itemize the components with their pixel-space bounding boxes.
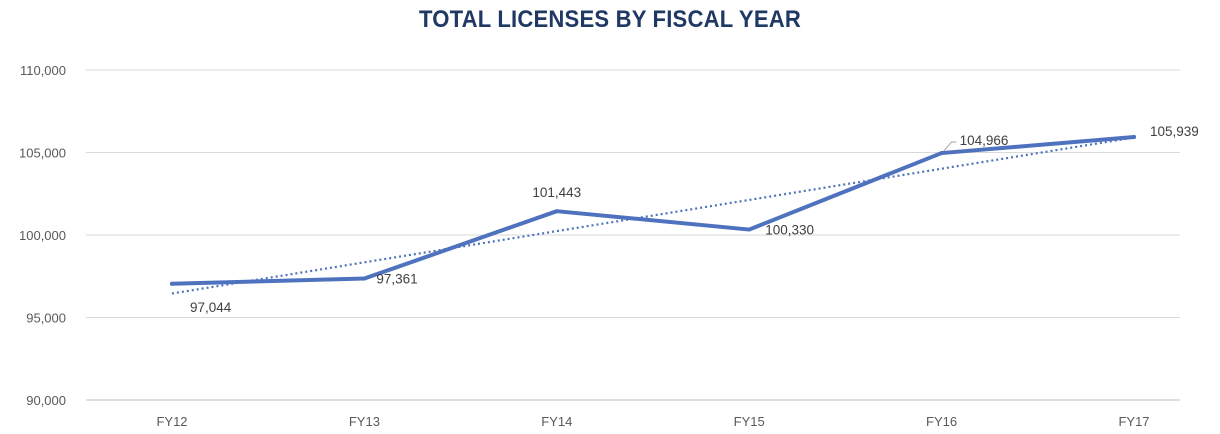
y-axis-ticks: 90,000 95,000 100,000 105,000 110,000: [19, 63, 66, 408]
x-tick-label: FY17: [1118, 414, 1149, 429]
data-label: 104,966: [960, 133, 1009, 148]
data-point: [362, 276, 367, 281]
x-tick-label: FY16: [926, 414, 957, 429]
data-point: [747, 227, 752, 232]
data-label: 97,044: [190, 300, 232, 315]
data-point: [554, 209, 559, 214]
label-leader-line: [943, 141, 957, 152]
trendline-layer: [171, 136, 1135, 295]
gridlines: [86, 69, 1180, 401]
y-tick-label: 100,000: [19, 228, 66, 243]
series-layer: [170, 135, 1136, 286]
data-label: 97,361: [376, 272, 417, 287]
x-tick-label: FY14: [541, 414, 572, 429]
data-label: 101,443: [532, 185, 581, 200]
x-tick-label: FY13: [349, 414, 380, 429]
chart-title: TOTAL LICENSES BY FISCAL YEAR: [418, 6, 802, 33]
y-tick-label: 110,000: [20, 63, 66, 78]
x-axis-ticks: FY12 FY13 FY14 FY15 FY16 FY17: [156, 414, 1149, 429]
x-tick-label: FY12: [156, 414, 187, 429]
data-point: [1132, 135, 1136, 140]
data-labels: 97,044 97,361 101,443 100,330 104,966 105,939: [190, 124, 1199, 315]
trendline: [171, 136, 1135, 295]
series-line: [170, 135, 1136, 286]
y-tick-label: 95,000: [26, 311, 66, 326]
x-tick-label: FY15: [734, 414, 765, 429]
data-label: 105,939: [1150, 124, 1199, 139]
y-tick-label: 90,000: [26, 393, 66, 408]
data-point: [939, 151, 944, 156]
data-point: [170, 281, 174, 286]
data-label: 100,330: [765, 223, 814, 238]
y-tick-label: 105,000: [19, 146, 66, 161]
